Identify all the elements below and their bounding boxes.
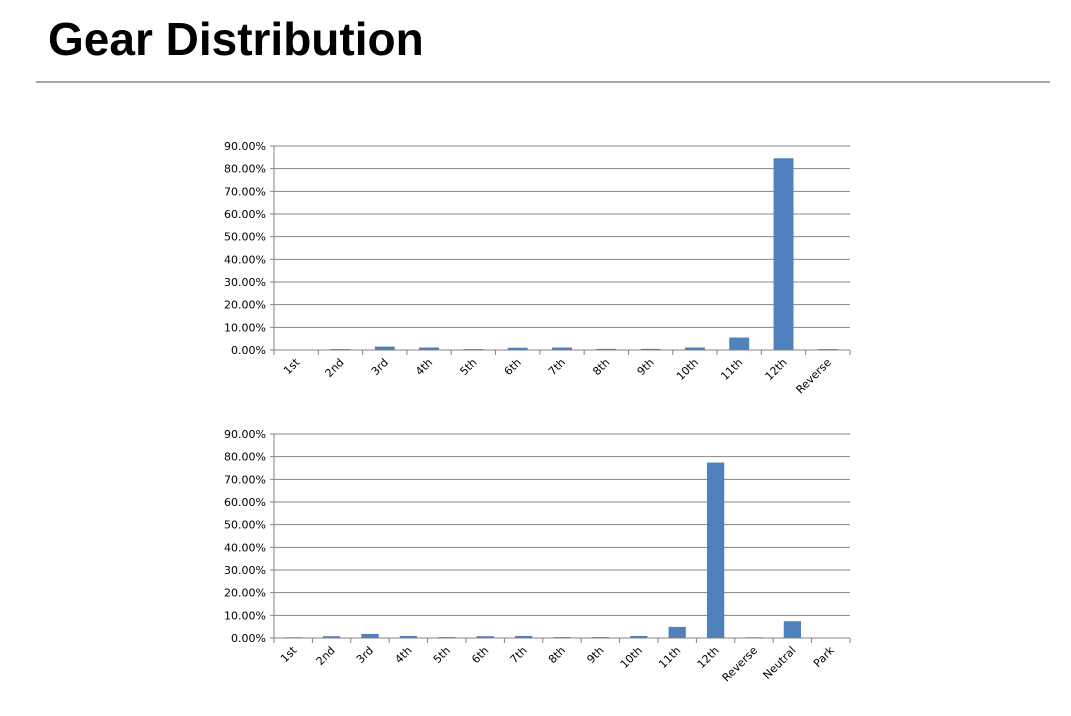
x-category-label: 2nd <box>314 644 338 668</box>
bar-12th <box>773 158 794 350</box>
x-category-label: 11th <box>656 644 683 671</box>
x-category-label: 6th <box>469 644 491 666</box>
x-category-label: 7th <box>508 644 530 666</box>
x-category-label: 4th <box>392 644 414 666</box>
y-tick-label: 40.00% <box>224 541 266 554</box>
x-category-label: 12th <box>695 644 722 671</box>
x-category-label: 4th <box>413 356 435 378</box>
x-category-label: 1st <box>281 355 303 377</box>
x-category-label: 5th <box>457 356 479 378</box>
bar-6th <box>476 636 494 638</box>
y-tick-label: 10.00% <box>224 609 266 622</box>
x-category-label: Reverse <box>720 644 761 685</box>
gear-chart-bottom: 0.00% 10.00% 20.00% 30.00% 40.00% 50.00% 60.00… <box>224 428 851 685</box>
y-tick-label: 80.00% <box>224 163 266 176</box>
x-category-label: 9th <box>584 644 606 666</box>
bar-7th <box>514 635 533 638</box>
y-tick-label: 40.00% <box>224 253 266 266</box>
y-tick-label: 90.00% <box>224 428 266 441</box>
gear-chart-top: 0.00% 10.00% 20.00% 30.00% 40.00% 50.00% 60.00… <box>224 140 851 397</box>
x-category-label: 8th <box>590 356 612 378</box>
bar-reverse <box>745 637 763 639</box>
bar-3rd <box>374 346 395 350</box>
bar-12th <box>706 462 725 638</box>
bar-neutral <box>783 621 802 638</box>
y-tick-label: 60.00% <box>224 208 266 221</box>
x-category-label: 10th <box>618 644 645 671</box>
x-category-label: Reverse <box>794 356 835 397</box>
y-tick-label: 10.00% <box>224 321 266 334</box>
x-category-label: 3rd <box>354 644 376 666</box>
x-category-label: 12th <box>763 356 790 383</box>
y-tick-label: 0.00% <box>231 344 266 357</box>
page-title: Gear Distribution <box>48 13 424 65</box>
x-category-label: 5th <box>431 644 453 666</box>
x-category-label: Neutral <box>761 644 799 682</box>
y-tick-label: 30.00% <box>224 276 266 289</box>
x-category-label: 1st <box>278 643 300 665</box>
bar-10th <box>684 347 705 350</box>
x-category-label: 8th <box>546 644 568 666</box>
y-tick-label: 20.00% <box>224 299 266 312</box>
x-category-label: 7th <box>546 356 568 378</box>
y-tick-label: 50.00% <box>224 231 266 244</box>
y-tick-label: 70.00% <box>224 473 266 486</box>
x-category-label: 2nd <box>323 356 347 380</box>
title-divider <box>36 81 1050 83</box>
bar-7th <box>552 347 572 350</box>
bar-8th <box>553 637 571 638</box>
bar-reverse <box>817 349 838 350</box>
y-tick-label: 30.00% <box>224 564 266 577</box>
bar-8th <box>596 348 617 350</box>
x-category-label: 11th <box>718 356 745 383</box>
bar-5th <box>438 637 456 638</box>
bar-4th <box>399 635 418 638</box>
x-category-label: 10th <box>674 356 701 383</box>
y-tick-label: 90.00% <box>224 140 266 153</box>
bar-3rd <box>361 633 379 638</box>
bar-11th <box>668 626 686 638</box>
y-tick-label: 60.00% <box>224 496 266 509</box>
x-category-label: 9th <box>635 356 657 378</box>
bar-4th <box>419 347 440 350</box>
bar-10th <box>630 635 648 638</box>
x-category-label: 6th <box>502 356 524 378</box>
x-category-label: Park <box>811 643 837 669</box>
bar-1st <box>284 637 302 639</box>
y-tick-label: 20.00% <box>224 587 266 600</box>
bar-6th <box>507 347 528 350</box>
y-tick-label: 0.00% <box>231 632 266 645</box>
bar-5th <box>463 349 484 350</box>
y-tick-label: 80.00% <box>224 451 266 464</box>
bar-11th <box>729 337 750 350</box>
y-tick-label: 70.00% <box>224 185 266 198</box>
bar-9th <box>640 348 661 350</box>
bar-2nd <box>322 636 341 638</box>
bar-2nd <box>330 349 351 350</box>
x-category-label: 3rd <box>369 356 391 378</box>
y-tick-label: 50.00% <box>224 519 266 532</box>
bar-9th <box>591 637 610 638</box>
